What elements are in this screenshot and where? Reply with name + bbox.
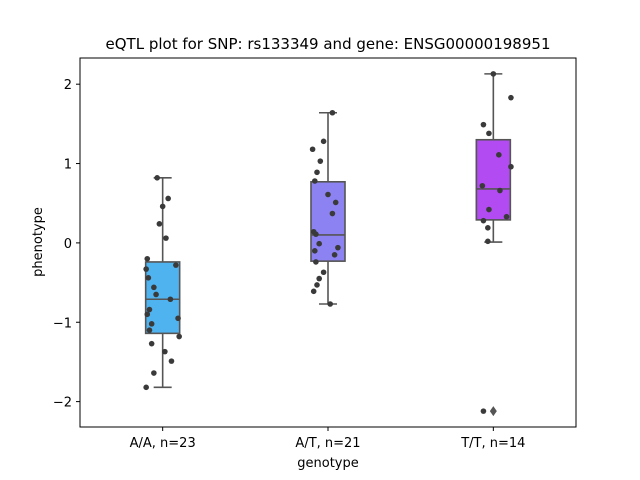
data-point (486, 206, 492, 213)
points-group-1 (143, 175, 182, 391)
data-point (503, 213, 510, 220)
data-point (156, 221, 163, 227)
data-point (163, 235, 169, 241)
data-point (508, 163, 514, 170)
data-point (314, 169, 320, 176)
data-point (151, 370, 157, 376)
data-point (144, 255, 151, 262)
data-point (167, 296, 174, 303)
data-point (317, 158, 324, 164)
data-point (153, 291, 159, 298)
data-point (314, 282, 320, 288)
chart-title: eQTL plot for SNP: rs133349 and gene: EN… (106, 35, 551, 53)
data-point (331, 252, 338, 258)
y-tick-label: −1 (53, 316, 72, 331)
data-point (309, 146, 316, 153)
data-point (151, 284, 157, 291)
x-tick-label: A/T, n=21 (295, 436, 360, 451)
data-point (316, 275, 323, 282)
y-axis-label: phenotype (31, 207, 46, 277)
data-point (335, 244, 341, 251)
data-point (325, 191, 331, 198)
data-point (175, 315, 181, 322)
data-point (143, 266, 149, 272)
data-point (327, 301, 334, 307)
box-group-2 (310, 111, 346, 305)
data-point (497, 187, 503, 194)
data-point (320, 138, 327, 145)
points-group-3 (479, 71, 514, 414)
x-tick-label: A/A, n=23 (130, 436, 196, 451)
data-point (173, 262, 179, 268)
data-point (310, 288, 317, 295)
box-iqr (475, 138, 512, 221)
y-tick-label: 1 (64, 158, 72, 173)
data-point (146, 327, 153, 333)
plot-area (143, 71, 514, 417)
data-point (479, 182, 486, 189)
axes: −2 −1 0 1 2 A/A, n=23 A/T, n=21 T/T, n=14 (53, 78, 526, 451)
data-point (320, 269, 327, 276)
data-point (146, 306, 153, 313)
data-point (148, 321, 155, 327)
data-point (313, 259, 319, 265)
data-point (143, 384, 149, 391)
data-point (312, 248, 318, 254)
points-group-2 (309, 109, 341, 307)
data-point (486, 130, 492, 137)
y-tick-label: 2 (64, 78, 72, 93)
y-tick-label: 0 (64, 237, 72, 252)
y-tick-label: −2 (53, 396, 72, 411)
data-point (332, 199, 339, 206)
data-point (312, 178, 318, 184)
data-point (480, 217, 487, 224)
data-point (480, 408, 487, 414)
data-point (480, 121, 487, 128)
data-point (145, 275, 152, 281)
data-point (154, 175, 160, 181)
data-point (144, 311, 151, 318)
data-point (496, 152, 502, 158)
data-point (329, 109, 336, 116)
x-axis-label: genotype (297, 456, 358, 471)
data-point (329, 210, 336, 217)
data-point (165, 195, 171, 202)
data-point (485, 225, 491, 231)
data-point (176, 333, 182, 340)
data-point (313, 231, 319, 237)
data-point (508, 94, 514, 101)
data-point (316, 240, 323, 247)
data-point (490, 71, 497, 77)
data-point (162, 348, 168, 355)
data-point (168, 358, 175, 364)
box-group-1 (144, 177, 181, 389)
box-group-3 (475, 73, 512, 417)
data-point (148, 340, 155, 347)
outlier-marker (489, 406, 497, 417)
data-point (485, 238, 491, 245)
data-point (159, 203, 166, 210)
x-tick-label: T/T, n=14 (460, 436, 525, 451)
